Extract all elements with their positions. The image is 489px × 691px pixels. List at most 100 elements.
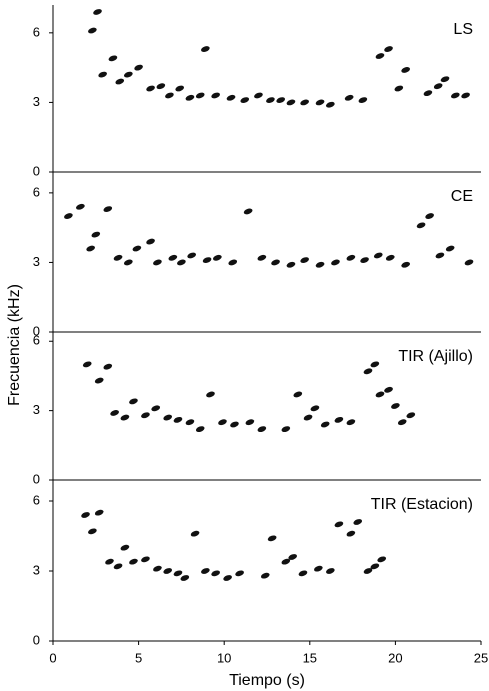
note [94,509,104,516]
note [370,563,380,570]
note [124,71,133,78]
note [153,259,162,266]
note [201,46,210,52]
y-tick-label: 0 [33,163,40,178]
note [141,556,150,563]
note [344,94,354,101]
note [334,416,344,423]
note [397,419,407,426]
x-tick-label: 20 [388,650,402,665]
note [129,398,138,405]
note [103,363,113,370]
note [93,9,102,15]
note [401,261,410,268]
note [286,261,296,268]
note [375,53,385,59]
note [151,405,161,412]
note [108,55,118,62]
note [464,259,474,266]
note [320,421,330,428]
note [315,99,325,106]
note [346,254,356,261]
note [363,568,373,574]
x-tick-label: 25 [474,650,488,665]
note [110,410,119,416]
note [433,83,443,90]
note [226,94,236,101]
y-tick-label: 6 [33,184,40,199]
note [373,252,383,259]
note [211,92,220,99]
note [230,421,239,428]
y-tick-label: 3 [33,562,40,577]
note [435,252,445,259]
note [173,570,183,577]
note [271,259,280,266]
note [175,85,185,92]
note [243,208,253,215]
note [98,71,107,78]
note [82,361,92,368]
note [223,575,232,581]
note [124,259,133,266]
note [195,92,205,99]
note [88,27,97,34]
note [120,544,130,551]
note [201,568,210,574]
y-tick-label: 6 [33,492,40,507]
note [286,99,296,106]
note [358,97,368,103]
note [88,528,97,535]
note [195,426,205,433]
note [235,570,244,577]
note [267,535,277,542]
note [132,245,142,252]
x-tick-label: 10 [217,650,231,665]
note [185,419,195,426]
y-tick-label: 0 [33,471,40,486]
note [406,412,416,419]
note [353,519,363,525]
y-tick-label: 3 [33,254,40,269]
note [134,64,143,71]
note [115,78,125,85]
note [146,85,155,92]
note [76,203,85,210]
note [81,512,90,518]
note [185,94,195,101]
note [425,213,434,219]
y-tick-label: 6 [33,333,40,348]
note [281,426,291,433]
note [129,558,138,565]
note [146,238,155,245]
note [276,97,286,103]
note [173,416,183,423]
note [163,414,173,421]
y-tick-label: 0 [33,632,40,647]
note [363,368,373,375]
note [315,261,325,268]
note [384,46,393,52]
note [141,412,150,419]
note [266,97,275,103]
x-tick-label: 0 [49,650,56,665]
note [334,521,344,528]
note [300,257,309,264]
note [64,213,73,219]
note [187,252,196,259]
note [213,254,222,261]
y-axis-label: Frecuencia (kHz) [6,284,23,406]
note [375,391,385,398]
note [86,245,95,252]
note [377,556,387,563]
x-tick-label: 5 [135,650,142,665]
note [168,254,178,261]
note [211,570,220,577]
note [326,568,335,574]
y-tick-label: 3 [33,94,40,109]
note [384,386,393,393]
note [206,391,215,398]
note [391,403,400,409]
note [228,259,238,266]
